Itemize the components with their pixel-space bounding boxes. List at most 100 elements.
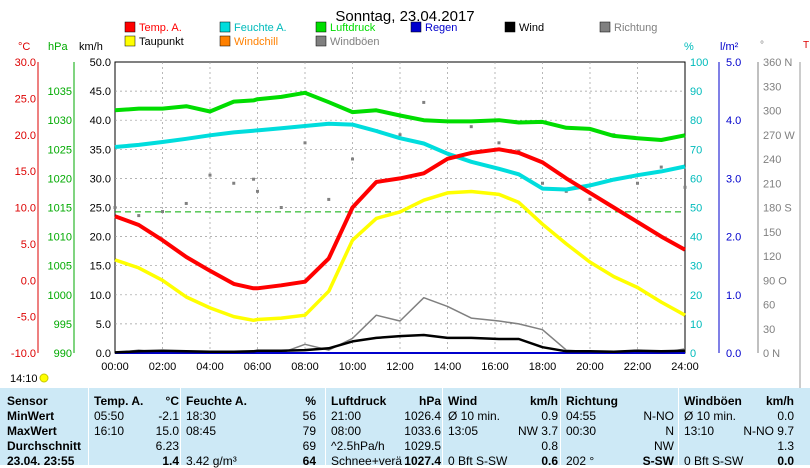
direction-tick-label: 240 — [763, 154, 781, 166]
time-tick-label: 04:00 — [196, 361, 224, 373]
legend-label: Temp. A. — [139, 22, 182, 34]
pressure-tick-label: 1025 — [48, 144, 72, 156]
direction-point — [351, 157, 354, 161]
humidity-tick-label: 90 — [690, 86, 702, 98]
table-cell-time: 05:50 — [94, 409, 125, 423]
series-line-luftdruck — [114, 90, 686, 142]
legend-item-7: Taupunkt — [124, 35, 184, 48]
table-cell-value: 1026.4 — [404, 409, 441, 423]
direction-point — [541, 181, 544, 185]
direction-point — [184, 201, 188, 205]
table-row-label: 23.04. 23:55 — [7, 454, 75, 468]
table-cell-value: S-SW — [642, 454, 674, 468]
chart-grid — [115, 62, 685, 353]
table-column-divider — [88, 388, 89, 465]
legend-swatch — [219, 21, 231, 33]
table-cell-value: NW 3.7 — [517, 424, 558, 438]
direction-point — [683, 185, 687, 189]
right-edge-label: T — [803, 40, 809, 51]
wind-tick-label: 50.0 — [90, 57, 111, 69]
time-tick-label: 08:00 — [291, 361, 319, 373]
time-tick-label: 06:00 — [244, 361, 272, 373]
legend-swatch — [410, 21, 422, 33]
time-marker-label: 14:10 — [10, 373, 38, 385]
table-cell-value: 64 — [302, 454, 316, 468]
chart-series — [114, 90, 686, 354]
table-header-unit: hPa — [418, 394, 441, 408]
direction-unit-label: ° — [760, 40, 764, 51]
axis-unit-labels: °C hPa km/h % l/m² ° — [18, 40, 764, 53]
legend-label: Feuchte A. — [234, 22, 287, 34]
temp-unit-label: °C — [18, 41, 30, 53]
pressure-tick-label: 995 — [54, 319, 72, 331]
legend-swatch — [124, 35, 136, 47]
table-cell-value: 1029.5 — [404, 439, 441, 453]
direction-point — [327, 197, 331, 201]
rain-tick-label: 2.0 — [726, 232, 741, 244]
pressure-tick-label: 1000 — [48, 290, 72, 302]
axis-ticks: 30.0 25.0 20.0 15.0 10.0 5.0 0.0 -5.0 -10.0 1035 1… — [11, 57, 795, 373]
temp-tick-label: 25.0 — [15, 93, 36, 105]
temp-tick-label: -10.0 — [11, 348, 36, 360]
wind-tick-label: 45.0 — [90, 86, 111, 98]
table-row-label: MaxWert — [7, 424, 57, 438]
table-cell-value: 15.0 — [155, 424, 179, 438]
direction-tick-label: 180 S — [763, 203, 792, 215]
direction-point — [398, 133, 402, 137]
direction-point — [636, 181, 639, 185]
table-header-unit: % — [305, 394, 316, 408]
legend-label: Windböen — [330, 36, 380, 48]
time-tick-label: 12:00 — [386, 361, 414, 373]
direction-point — [469, 125, 473, 129]
wind-unit-label: km/h — [79, 41, 103, 53]
humidity-tick-label: 80 — [690, 115, 702, 127]
time-tick-label: 24:00 — [671, 361, 699, 373]
humidity-tick-label: 70 — [690, 144, 702, 156]
table-column-divider — [678, 388, 679, 465]
direction-point — [588, 197, 592, 201]
table-cell-value: 0.9 — [541, 409, 558, 423]
humidity-tick-label: 50 — [690, 203, 702, 215]
direction-tick-label: 150 — [763, 227, 781, 239]
table-cell-value: 1.3 — [777, 439, 794, 453]
table-column-divider — [325, 388, 326, 465]
pressure-tick-label: 1030 — [48, 115, 72, 127]
humidity-tick-label: 60 — [690, 173, 702, 185]
direction-tick-label: 210 — [763, 178, 781, 190]
table-cell-value: 69 — [302, 439, 316, 453]
table-cell-value: 1027.4 — [404, 454, 441, 468]
table-column-divider — [180, 388, 181, 465]
table-cell-time: 08:45 — [186, 424, 217, 438]
wind-tick-label: 0.0 — [96, 348, 111, 360]
rain-unit-label: l/m² — [720, 41, 739, 53]
legend-label: Wind — [519, 22, 544, 34]
series-line-temp-a — [114, 147, 686, 291]
table-header-label: Temp. A. — [94, 394, 144, 408]
table-cell-value: 0.8 — [541, 439, 558, 453]
table-cell-time: ^2.5hPa/h — [331, 439, 385, 453]
weather-chart: Sonntag, 23.04.2017 Temp. A. Feuchte A. Lu… — [10, 8, 809, 388]
temp-tick-label: 0.0 — [21, 275, 36, 287]
table-cell-time: 13:05 — [448, 424, 479, 438]
table-cell-value: 1033.6 — [404, 424, 441, 438]
pressure-tick-label: 1005 — [48, 261, 72, 273]
direction-tick-label: 0 N — [763, 348, 780, 360]
table-cell-time: 16:10 — [94, 424, 125, 438]
table-header-label: Richtung — [566, 394, 618, 408]
legend-item-4: Regen — [410, 21, 457, 34]
humidity-unit-label: % — [684, 41, 694, 53]
rain-tick-label: 4.0 — [726, 115, 741, 127]
time-tick-label: 00:00 — [101, 361, 129, 373]
table-cell-value: -2.1 — [158, 409, 179, 423]
direction-tick-label: 300 — [763, 106, 781, 118]
direction-point — [252, 177, 256, 181]
table-cell-time: Ø 10 min. — [684, 409, 737, 423]
temp-tick-label: -5.0 — [17, 312, 36, 324]
time-tick-label: 20:00 — [576, 361, 604, 373]
table-cell-value: 6.23 — [155, 439, 179, 453]
statistics-table: Sensor Temp. A. °C Feuchte A.% Luftdruck hPa W… — [0, 388, 810, 468]
legend-label: Windchill — [234, 36, 278, 48]
legend-swatch — [599, 21, 611, 33]
table-row-label: Durchschnitt — [7, 439, 82, 453]
table-cell-time: 18:30 — [186, 409, 217, 423]
